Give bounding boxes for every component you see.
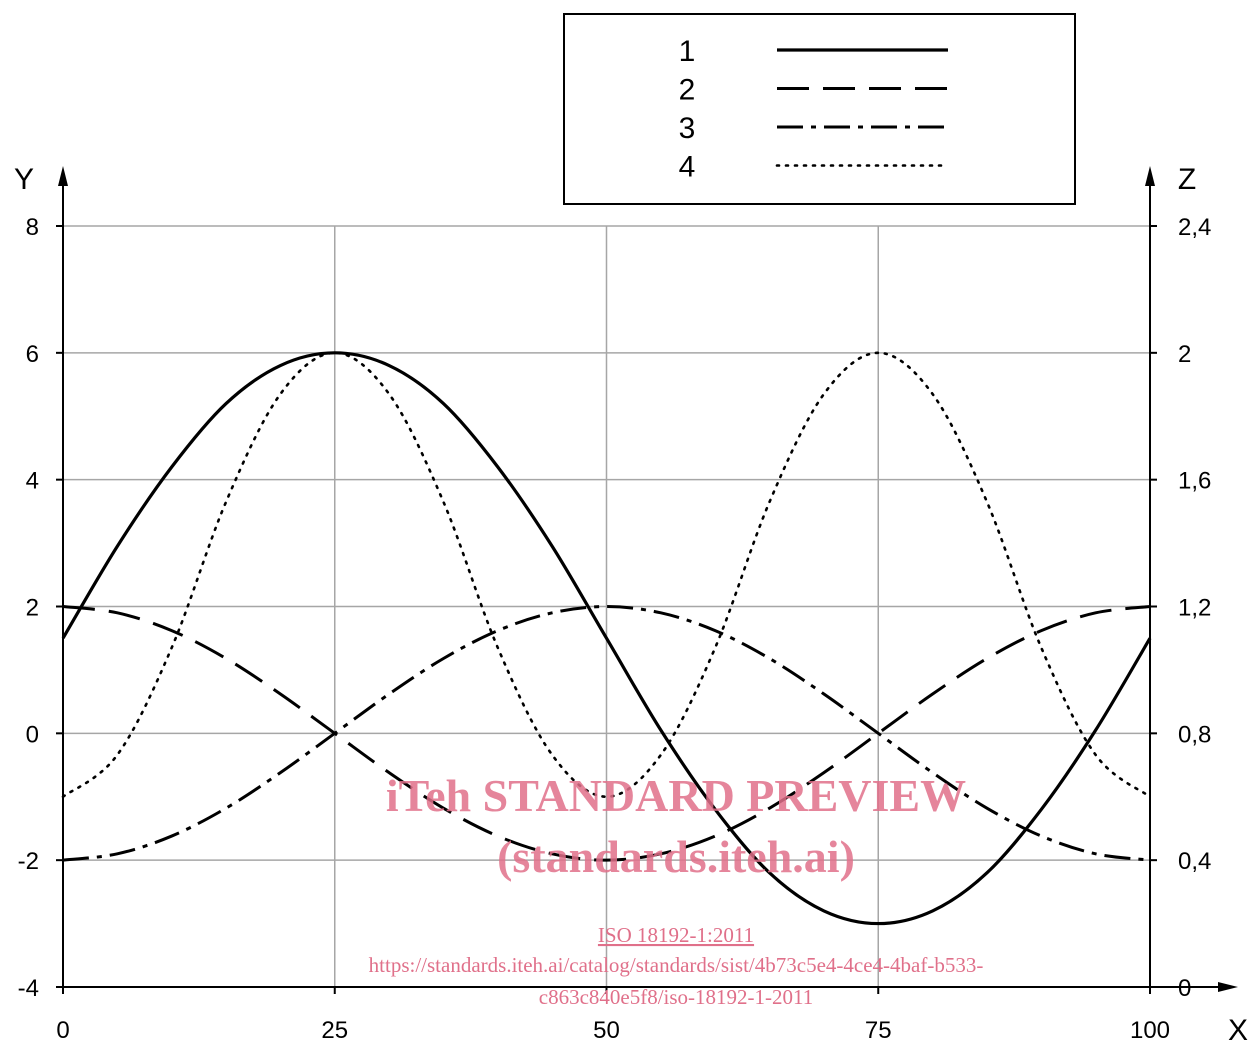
legend-label-2: 2 xyxy=(679,74,696,107)
y-tick-label: 8 xyxy=(26,214,39,241)
y-tick-label: -2 xyxy=(18,848,39,875)
y2-tick-label: 0,4 xyxy=(1178,848,1211,875)
x-tick-label: 0 xyxy=(56,1017,69,1043)
x-tick-label: 75 xyxy=(865,1017,892,1043)
legend-label-1: 1 xyxy=(679,35,696,68)
x-tick-label: 100 xyxy=(1130,1017,1170,1043)
y-axis-title: Y xyxy=(14,163,34,196)
series-line-1 xyxy=(61,351,1152,926)
series-line-3 xyxy=(62,604,1151,862)
watermark-subtitle: (standards.iteh.ai) xyxy=(497,831,855,882)
y-tick-label: 6 xyxy=(26,341,39,368)
watermark: iTeh STANDARD PREVIEW (standards.iteh.ai… xyxy=(369,770,984,1009)
legend-box xyxy=(563,13,1076,205)
y2-tick-label: 0 xyxy=(1178,975,1191,1002)
x-tick-label: 50 xyxy=(593,1017,620,1043)
x-tick-label: 25 xyxy=(321,1017,348,1043)
y-tick-label: 2 xyxy=(26,595,39,622)
series-line-4 xyxy=(61,351,1152,799)
legend-label-3: 3 xyxy=(679,112,696,145)
y2-tick-label: 1,2 xyxy=(1178,595,1211,622)
y2-tick-label: 2,4 xyxy=(1178,214,1211,241)
y2-tick-label: 2 xyxy=(1178,341,1191,368)
y2-axis-arrow-icon xyxy=(1145,166,1155,186)
x-axis-title: X xyxy=(1228,1014,1248,1043)
y-tick-label: 4 xyxy=(26,468,39,495)
y-axis-arrow-icon xyxy=(58,166,68,186)
tick-labels: -4 0 -2 0,4 0 0,8 2 1,2 4 1,6 6 2 8 2,4 0 25 50 75 100 xyxy=(18,214,1212,1043)
x-axis-arrow-icon xyxy=(1218,982,1238,992)
series-line-2 xyxy=(62,605,1151,862)
watermark-title: iTeh STANDARD PREVIEW xyxy=(386,770,966,821)
watermark-url-line-2: c863c840e5f8/iso-18192-1-2011 xyxy=(539,985,814,1009)
axes xyxy=(56,166,1238,994)
watermark-standard-link[interactable]: ISO 18192-1:2011 xyxy=(598,923,754,947)
watermark-url-line-1: https://standards.iteh.ai/catalog/standa… xyxy=(369,953,984,977)
y-tick-label: 0 xyxy=(26,721,39,748)
y2-axis-title: Z xyxy=(1178,163,1196,196)
y2-tick-label: 0,8 xyxy=(1178,721,1211,748)
series-lines xyxy=(61,351,1152,926)
legend: 1 2 3 4 xyxy=(563,13,1076,205)
y2-tick-label: 1,6 xyxy=(1178,468,1211,495)
legend-label-4: 4 xyxy=(679,151,696,184)
y-tick-label: -4 xyxy=(18,975,39,1002)
